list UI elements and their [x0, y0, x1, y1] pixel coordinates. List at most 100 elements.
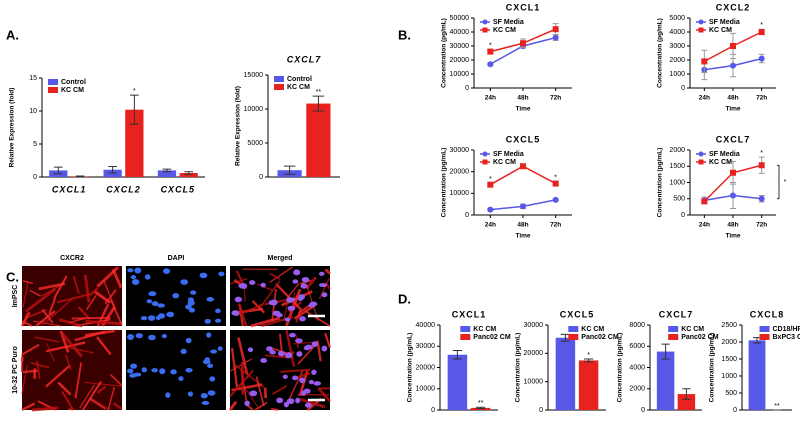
legend-label: Control — [287, 76, 312, 83]
x-tick-label: 72h — [550, 95, 561, 102]
y-axis-label: Concentration (pg/mL) — [441, 148, 448, 218]
y-tick-label: 20000 — [450, 169, 470, 176]
y-tick-label: 2500 — [721, 322, 737, 329]
nucleus — [141, 367, 147, 372]
nucleus — [210, 350, 217, 354]
nucleus — [215, 319, 221, 323]
nucleus — [147, 299, 153, 303]
nucleus — [313, 381, 321, 385]
legend-marker — [699, 160, 704, 165]
legend-label: KC CM — [287, 84, 310, 91]
legend-label: SF Media — [709, 151, 740, 158]
x-tick-label: 24h — [485, 222, 496, 229]
nucleus — [319, 272, 325, 276]
nucleus — [260, 358, 267, 363]
nucleus — [261, 283, 266, 288]
marker — [701, 198, 707, 204]
legend-swatch — [460, 326, 470, 332]
y-axis-label: Concentration (pg/mL) — [709, 333, 716, 403]
y-tick-label: 1000 — [669, 71, 685, 78]
x-tick-label: 48h — [727, 222, 738, 229]
nucleus — [215, 309, 221, 313]
y-tick-label: 10000 — [450, 190, 470, 197]
nucleus — [319, 283, 327, 287]
nucleus — [248, 347, 253, 352]
significance-label: ** — [316, 89, 322, 96]
y-tick-label: 0 — [465, 85, 469, 92]
y-axis-label: Concentration (pg/mL) — [617, 333, 624, 403]
legend-marker — [699, 152, 704, 157]
significance-label: * — [760, 22, 763, 29]
y-tick-label: 2000 — [669, 147, 685, 154]
nucleus — [190, 290, 196, 294]
x-tick-label: CXCL5 — [161, 184, 196, 194]
y-tick-label: 0 — [33, 174, 37, 181]
nucleus — [288, 306, 296, 311]
nucleus — [276, 398, 283, 404]
nucleus — [293, 269, 300, 275]
y-axis-label: Concentration (pg/mL) — [441, 18, 448, 88]
cell-filament — [22, 354, 23, 372]
chart-title: CXCL2 — [716, 2, 751, 12]
legend-label: Panc02 CM — [473, 334, 511, 341]
nucleus — [311, 370, 316, 375]
row-label: ImPSC — [12, 285, 19, 308]
nucleus — [208, 390, 216, 395]
significance-label: ** — [478, 400, 484, 407]
nucleus — [172, 293, 179, 298]
legend-label: KC CM — [61, 87, 84, 94]
nucleus — [295, 398, 300, 404]
nucleus — [131, 275, 136, 279]
significance-label: * — [489, 176, 492, 183]
panel-label: D. — [398, 291, 411, 306]
x-tick-label: 72h — [550, 222, 561, 229]
y-tick-label: 10000 — [524, 379, 544, 386]
x-tick-label: CXCL1 — [52, 184, 87, 194]
column-label: DAPI — [168, 255, 185, 262]
nucleus — [289, 297, 295, 301]
y-tick-label: 30000 — [450, 43, 470, 50]
nucleus — [283, 375, 288, 379]
chart-title: CXCL7 — [659, 309, 694, 319]
nucleus — [218, 272, 224, 277]
y-tick-label: 20000 — [450, 57, 470, 64]
x-tick-label: 24h — [485, 95, 496, 102]
y-tick-label: 3000 — [669, 43, 685, 50]
y-tick-label: 40000 — [450, 29, 470, 36]
panel-label: B. — [398, 27, 411, 42]
marker — [730, 43, 736, 49]
marker — [759, 56, 765, 62]
marker — [520, 203, 526, 209]
nucleus — [301, 283, 308, 289]
nucleus — [295, 338, 303, 343]
nucleus — [127, 334, 134, 340]
nucleus — [302, 277, 309, 282]
significance-label: * — [133, 88, 136, 95]
x-tick-label: 48h — [727, 95, 738, 102]
nucleus — [289, 333, 296, 338]
nucleus — [127, 268, 133, 272]
nucleus — [312, 341, 318, 347]
y-axis-label: Concentration (pg/mL) — [515, 333, 522, 403]
nucleus — [165, 392, 170, 398]
y-tick-label: 1000 — [721, 373, 737, 380]
legend-label: SF Media — [709, 19, 740, 26]
legend-label: KC CM — [581, 326, 604, 333]
y-tick-label: 5000 — [669, 15, 685, 22]
nucleus — [134, 373, 142, 377]
micrograph — [126, 330, 226, 410]
y-axis-label: Concentration (pg/mL) — [657, 148, 664, 218]
nucleus — [218, 346, 223, 350]
nucleus — [148, 335, 156, 340]
marker — [730, 63, 736, 69]
marker — [730, 170, 736, 176]
nucleus — [159, 368, 165, 374]
y-tick-label: 8000 — [629, 322, 645, 329]
nucleus — [166, 312, 174, 318]
y-tick-label: 10000 — [244, 106, 264, 113]
nucleus — [245, 401, 250, 407]
